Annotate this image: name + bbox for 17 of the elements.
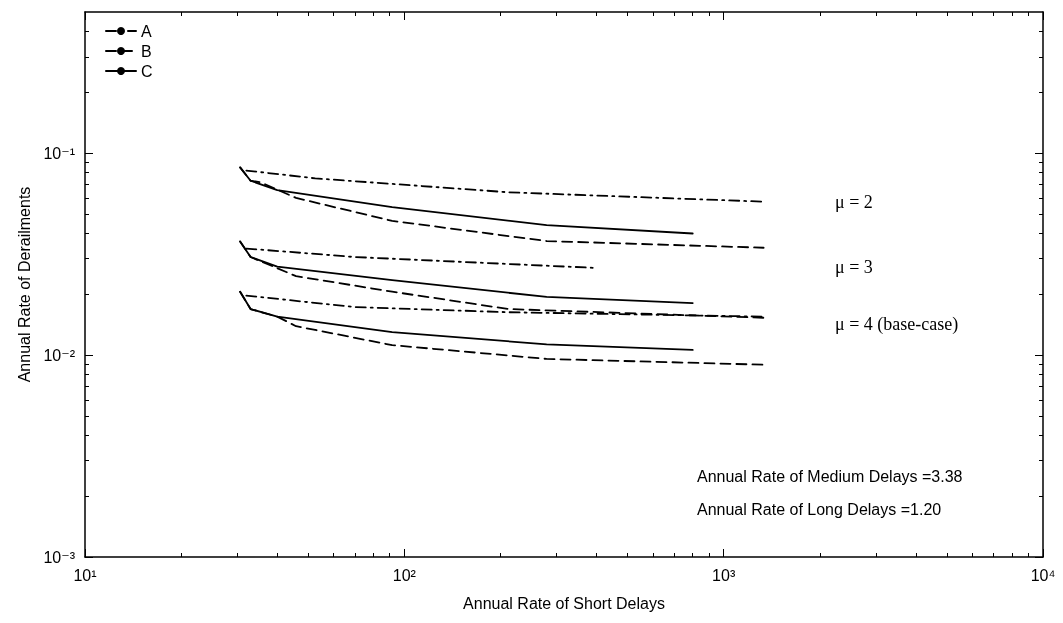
x-axis-title: Annual Rate of Short Delays [463,594,665,612]
legend-label: B [141,42,152,60]
legend-label: C [141,62,153,80]
x-tick-label: 10³ [712,566,736,584]
annotation: μ = 4 (base-case) [835,314,959,335]
annotation: μ = 2 [835,192,873,212]
x-tick-label: 10⁴ [1030,566,1056,584]
annotation: Annual Rate of Medium Delays =3.38 [697,467,963,485]
y-tick-label: 10⁻² [43,346,76,364]
annotation: Annual Rate of Long Delays =1.20 [697,500,942,518]
y-axis-title: Annual Rate of Derailments [16,186,34,383]
x-tick-label: 10² [392,566,417,584]
y-tick-label: 10⁻¹ [43,144,75,162]
x-tick-label: 10¹ [73,566,97,584]
legend-label: A [141,22,152,40]
annotation: μ = 3 [835,257,873,277]
y-tick-label: 10⁻³ [43,548,76,566]
